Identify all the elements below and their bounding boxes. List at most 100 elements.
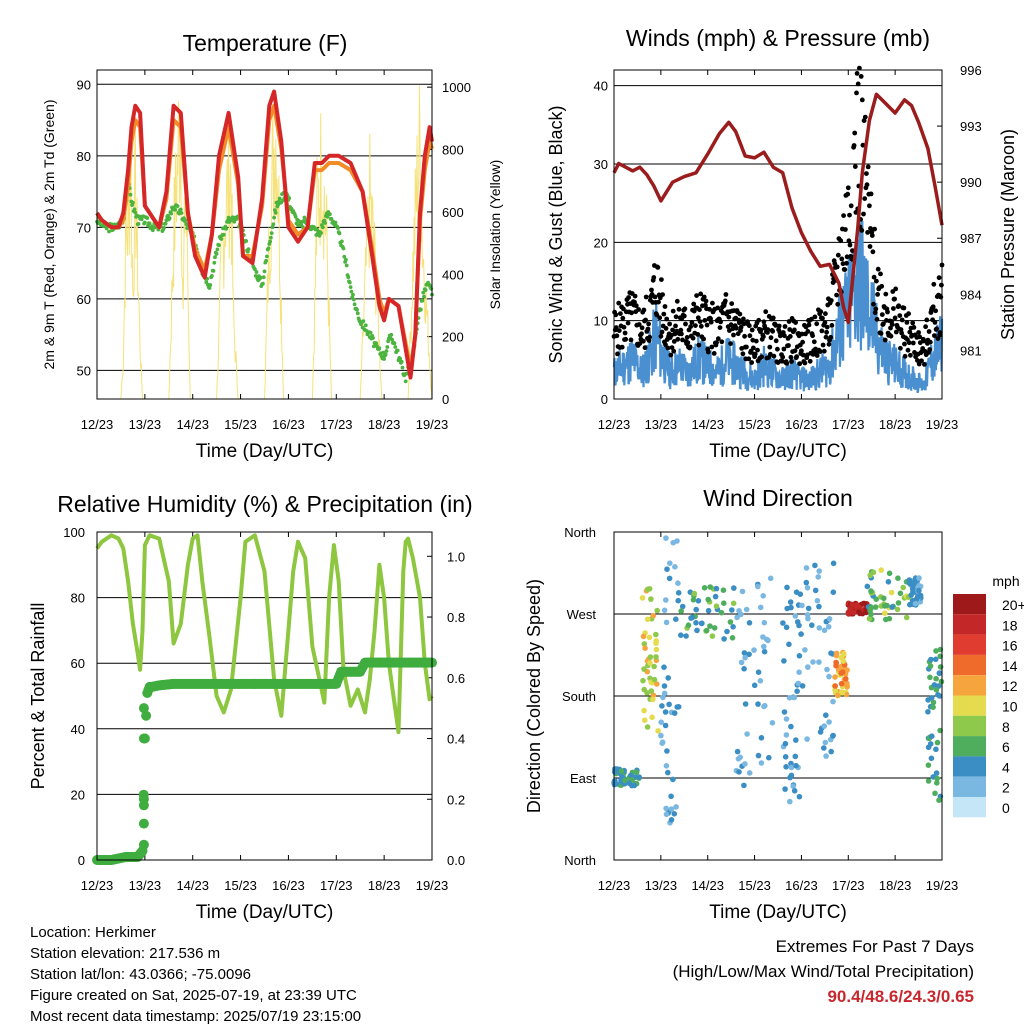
- gust-point: [718, 319, 723, 325]
- y-right-tick-label: 400: [442, 267, 464, 282]
- gust-point: [765, 327, 771, 333]
- dewpoint-point: [349, 289, 354, 294]
- direction-point: [895, 600, 902, 606]
- dewpoint-point: [385, 345, 390, 349]
- x-tick-label: 18/23: [879, 878, 912, 893]
- dewpoint-point: [351, 297, 356, 302]
- pressure-line: [612, 92, 944, 325]
- direction-point: [814, 597, 821, 604]
- gust-point: [710, 300, 715, 306]
- direction-point: [671, 811, 678, 817]
- gust-point: [654, 312, 660, 318]
- gust-point: [840, 261, 846, 267]
- gust-point: [629, 310, 634, 316]
- y-right-tick-label: 0.4: [447, 732, 465, 747]
- dewpoint-point: [145, 216, 150, 221]
- gust-point: [826, 341, 832, 347]
- direction-point: [659, 739, 666, 745]
- direction-point: [864, 583, 871, 590]
- direction-point: [675, 597, 681, 604]
- direction-point: [783, 624, 790, 631]
- gust-point: [882, 337, 888, 343]
- direction-point: [782, 754, 789, 760]
- gust-point: [926, 329, 932, 334]
- direction-point: [794, 619, 801, 625]
- gust-point: [690, 335, 696, 341]
- dewpoint-point: [131, 200, 135, 205]
- gust-point: [651, 275, 657, 280]
- x-tick-label: 13/23: [129, 878, 162, 893]
- direction-point: [667, 560, 673, 566]
- direction-point: [804, 612, 811, 618]
- gust-point: [781, 346, 787, 352]
- gust-point: [871, 301, 876, 307]
- direction-point: [631, 782, 638, 789]
- direction-point: [815, 574, 821, 580]
- direction-point: [933, 675, 939, 682]
- y-tick-label: East: [570, 771, 596, 786]
- gust-point: [867, 244, 873, 249]
- direction-point: [810, 659, 816, 665]
- direction-point: [805, 605, 812, 612]
- direction-point: [695, 598, 702, 604]
- gust-point: [927, 347, 933, 352]
- gust-point: [636, 322, 642, 327]
- dewpoint-point: [384, 349, 389, 353]
- direction-point: [799, 602, 805, 609]
- gust-point: [674, 298, 680, 304]
- gust-point: [901, 305, 907, 311]
- dewpoint-point: [169, 211, 174, 216]
- direction-point: [751, 682, 758, 689]
- dewpoint-point: [269, 231, 274, 236]
- direction-point: [791, 788, 798, 794]
- direction-point: [816, 625, 823, 631]
- direction-point: [746, 620, 753, 626]
- gust-point: [799, 348, 804, 354]
- direction-point: [840, 658, 847, 664]
- gust-point: [770, 328, 776, 334]
- direction-point: [823, 712, 829, 718]
- gust-point: [908, 352, 913, 358]
- direction-point: [675, 704, 682, 710]
- gust-point: [761, 319, 767, 325]
- legend-swatch: [953, 715, 986, 737]
- x-tick-label: 18/23: [879, 417, 912, 432]
- dewpoint-point: [271, 222, 276, 227]
- gust-point: [641, 307, 647, 313]
- dewpoint-point: [317, 233, 322, 238]
- gust-point: [809, 316, 814, 322]
- plot-border: [613, 531, 943, 861]
- direction-point: [670, 776, 676, 783]
- direction-point: [934, 780, 940, 786]
- dewpoint-point: [210, 274, 214, 278]
- gust-point: [893, 286, 899, 292]
- dewpoint-point: [302, 215, 307, 220]
- direction-point: [782, 786, 788, 792]
- gust-point: [613, 312, 619, 318]
- direction-point: [867, 572, 873, 579]
- direction-point: [668, 806, 675, 812]
- gust-point: [817, 349, 823, 354]
- dewpoint-point: [269, 235, 273, 240]
- dewpoint-point: [320, 225, 325, 230]
- gust-point: [864, 182, 870, 188]
- gust-point: [655, 265, 661, 270]
- gust-point: [867, 203, 872, 209]
- direction-point: [739, 588, 746, 595]
- legend-title: mph: [992, 573, 1019, 589]
- y-tick-label: 40: [71, 722, 85, 737]
- gust-point: [931, 281, 937, 287]
- gust-point: [756, 317, 762, 323]
- y-tick-label: West: [567, 607, 597, 622]
- direction-point: [930, 704, 936, 710]
- direction-point: [937, 664, 944, 670]
- gust-point: [834, 264, 840, 270]
- gust-point: [616, 300, 622, 306]
- gust-point: [869, 233, 875, 238]
- gust-point: [904, 320, 910, 325]
- gust-point: [852, 164, 858, 170]
- direction-point: [762, 702, 768, 709]
- plot-border: [613, 69, 943, 400]
- direction-point: [797, 591, 804, 597]
- direction-point: [894, 606, 901, 613]
